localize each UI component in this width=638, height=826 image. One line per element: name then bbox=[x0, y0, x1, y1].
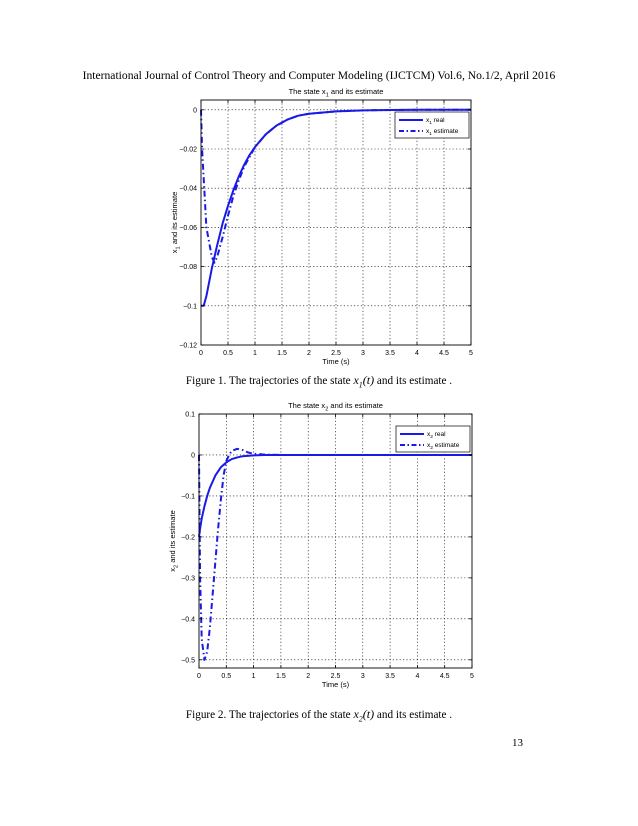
legend-label-1: x1 real bbox=[426, 117, 445, 126]
legend-label-2: x1 estimate bbox=[426, 128, 459, 137]
x-tick-label: 4 bbox=[415, 673, 419, 680]
x-axis-label: Time (s) bbox=[322, 357, 350, 366]
x-tick-label: 2.5 bbox=[331, 673, 341, 680]
x-tick-label: 4 bbox=[415, 350, 419, 357]
y-tick-label: 0 bbox=[193, 107, 197, 114]
y-tick-label: −0.5 bbox=[181, 657, 195, 664]
x-tick-label: 1.5 bbox=[277, 350, 287, 357]
x-tick-label: 2 bbox=[307, 350, 311, 357]
y-tick-label: −0.12 bbox=[179, 343, 197, 350]
x-tick-label: 4.5 bbox=[440, 673, 450, 680]
caption-var-symbol: x bbox=[353, 707, 359, 721]
y-tick-label: −0.3 bbox=[181, 575, 195, 582]
y-tick-label: −0.1 bbox=[181, 493, 195, 500]
y-tick-label: −0.08 bbox=[179, 264, 197, 271]
x-tick-label: 0.5 bbox=[221, 673, 231, 680]
caption-variable: x2(t) bbox=[353, 707, 375, 724]
y-tick-label: −0.1 bbox=[183, 303, 197, 310]
figure-2-chart: 0 0.5 1 1.5 2 2.5 3 3.5 4 4.5 5 −0.5 −0.4 −0.3 −0.2 −0.… bbox=[168, 401, 474, 689]
figure-1-caption: Figure 1. The trajectories of the state … bbox=[0, 373, 638, 389]
chart-title: The state x2 and its estimate bbox=[288, 401, 383, 412]
caption-var-subscript: 1 bbox=[358, 380, 363, 390]
y-tick-label: −0.4 bbox=[181, 616, 195, 623]
x-tick-label: 2 bbox=[306, 673, 310, 680]
y-tick-label: −0.06 bbox=[179, 225, 197, 232]
caption-variable: x1(t) bbox=[353, 373, 375, 390]
x-axis-label: Time (s) bbox=[322, 680, 350, 689]
caption-var-symbol: x bbox=[353, 373, 359, 387]
x-tick-label: 3.5 bbox=[385, 350, 395, 357]
x-tick-label: 5 bbox=[469, 350, 473, 357]
chart-title: The state x1 and its estimate bbox=[289, 87, 384, 98]
x-tick-label: 4.5 bbox=[439, 350, 449, 357]
x-tick-label: 0.5 bbox=[223, 350, 233, 357]
legend-box bbox=[394, 111, 470, 139]
caption-text-suffix: and its estimate . bbox=[374, 375, 453, 387]
x-tick-label: 2.5 bbox=[331, 350, 341, 357]
y-tick-label: −0.2 bbox=[181, 534, 195, 541]
y-tick-label: −0.02 bbox=[179, 147, 197, 154]
caption-text: Figure 1. The trajectories of the state bbox=[185, 375, 354, 387]
x-tick-label: 0 bbox=[197, 673, 201, 680]
x-tick-label: 1.5 bbox=[276, 673, 286, 680]
legend: x1 real x1 estimate bbox=[394, 111, 470, 139]
caption-text-suffix: and its estimate . bbox=[374, 709, 453, 721]
x-tick-label: 3 bbox=[361, 350, 365, 357]
x-tick-label: 3 bbox=[361, 673, 365, 680]
legend-label-2: x2 estimate bbox=[427, 442, 460, 451]
caption-var-argument: (t) bbox=[362, 707, 375, 721]
legend: x2 real x2 estimate bbox=[395, 425, 471, 453]
x-tick-label: 0 bbox=[199, 350, 203, 357]
caption-var-subscript: 2 bbox=[358, 714, 363, 724]
x-tick-label: 5 bbox=[470, 673, 474, 680]
y-tick-label: 0.1 bbox=[185, 412, 195, 419]
y-tick-label: 0 bbox=[191, 452, 195, 459]
legend-box bbox=[395, 425, 471, 453]
x-tick-label: 1 bbox=[253, 350, 257, 357]
x-tick-label: 1 bbox=[252, 673, 256, 680]
page-number: 13 bbox=[512, 737, 523, 749]
caption-var-argument: (t) bbox=[362, 373, 375, 387]
y-axis-label: x1 and its estimate bbox=[170, 192, 181, 253]
legend-label-1: x2 real bbox=[427, 431, 446, 440]
caption-text: Figure 2. The trajectories of the state bbox=[185, 709, 354, 721]
series-line-2 bbox=[200, 108, 471, 264]
figure-2-caption: Figure 2. The trajectories of the state … bbox=[0, 707, 638, 723]
y-tick-label: −0.04 bbox=[179, 186, 197, 193]
running-header: International Journal of Control Theory … bbox=[82, 69, 556, 82]
figure-1-chart: 0 0.5 1 1.5 2 2.5 3 3.5 4 4.5 5 −0.12 −0.1 −0.08 −0.06… bbox=[170, 87, 473, 366]
y-axis-label: x2 and its estimate bbox=[168, 510, 179, 571]
x-tick-label: 3.5 bbox=[385, 673, 395, 680]
